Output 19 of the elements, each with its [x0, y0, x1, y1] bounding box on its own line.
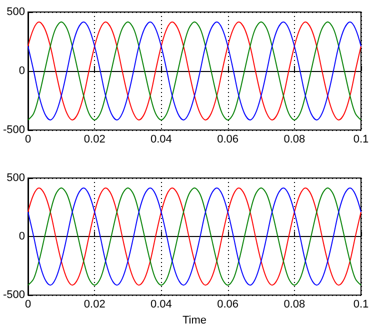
x-tick-label: 0.06: [217, 134, 239, 146]
line-series: [28, 22, 362, 120]
x-tick-label: 0.1: [353, 134, 369, 146]
x-tick-label: 0.02: [84, 134, 106, 146]
x-tick-label: 0.06: [217, 298, 239, 311]
x-axis-title: Time: [182, 314, 207, 326]
y-tick-label: 0: [18, 65, 26, 77]
y-tick-label: 500: [6, 172, 26, 184]
y-tick-label: 500: [6, 6, 26, 18]
x-tick-label: 0.04: [150, 134, 172, 146]
y-tick-label: -500: [2, 289, 26, 302]
x-tick-label: 0.1: [353, 298, 369, 311]
y-tick-label: -500: [2, 124, 26, 136]
line-series: [28, 187, 362, 286]
y-tick-label: 0: [18, 230, 26, 243]
x-tick-label: 0.02: [84, 298, 106, 311]
x-tick-label: 0.08: [284, 134, 306, 146]
x-tick-label: 0.08: [284, 298, 306, 311]
x-tick-label: 0.04: [150, 298, 172, 311]
